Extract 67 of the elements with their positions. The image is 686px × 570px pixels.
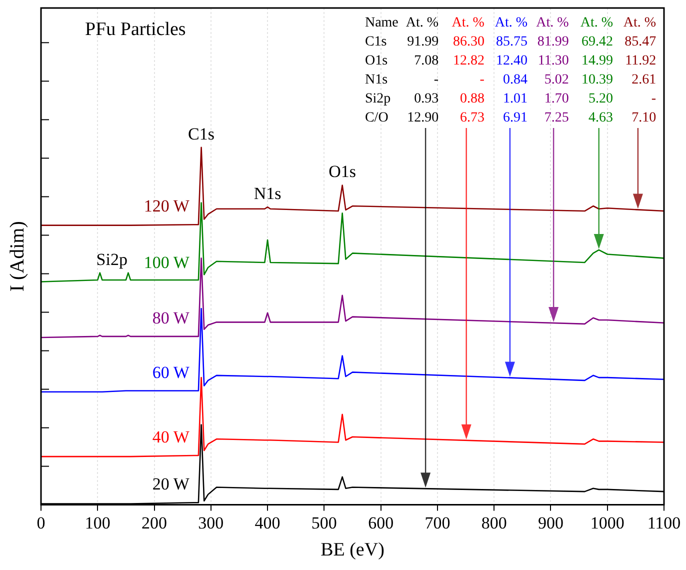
text: 6.91 xyxy=(503,110,528,126)
annotation: N1s xyxy=(254,184,282,204)
text: C/O xyxy=(364,110,388,126)
text: 7.25 xyxy=(544,110,569,126)
text: 0.88 xyxy=(460,92,484,107)
text: - xyxy=(434,72,439,88)
text: 0.84 xyxy=(503,72,528,88)
annotation: O1s xyxy=(328,162,356,182)
text: 12.82 xyxy=(452,54,484,69)
text: At. % xyxy=(580,16,614,31)
text: 0.93 xyxy=(414,92,439,107)
text: At. % xyxy=(452,16,485,31)
text: At. % xyxy=(536,16,570,31)
text: 10.39 xyxy=(582,72,614,88)
text: 1.70 xyxy=(544,92,569,107)
series-label: 100 W xyxy=(144,252,190,272)
text: 69.42 xyxy=(582,34,614,50)
text: O1s xyxy=(364,54,388,69)
x-tick-label: 0 xyxy=(36,513,46,532)
text: 2.61 xyxy=(632,72,656,88)
text: N1s xyxy=(364,72,388,88)
x-tick-label: 100 xyxy=(84,513,110,532)
series-label: 120 W xyxy=(144,196,190,216)
annotation: C1s xyxy=(188,124,215,144)
text: C1s xyxy=(364,34,387,50)
series-label: 80 W xyxy=(152,308,190,328)
text: 12.40 xyxy=(496,54,528,69)
text: At. % xyxy=(494,16,528,31)
annotation: Si2p xyxy=(96,250,128,269)
text: 11.92 xyxy=(625,54,656,69)
text: 4.63 xyxy=(588,110,614,126)
x-tick-label: 1000 xyxy=(590,513,624,532)
text: Si2p xyxy=(364,92,391,107)
text: 91.99 xyxy=(407,34,439,50)
y-axis-title: I (Adim) xyxy=(6,221,28,292)
x-tick-label: 400 xyxy=(254,513,280,532)
text: 85.47 xyxy=(624,34,656,50)
x-tick-label: 600 xyxy=(368,513,394,532)
text: 5.20 xyxy=(588,92,614,107)
text: Name xyxy=(364,16,398,31)
series-label: 40 W xyxy=(152,428,190,447)
text: 7.08 xyxy=(414,54,439,69)
text: - xyxy=(480,72,485,88)
text: 11.30 xyxy=(538,54,569,69)
x-tick-label: 900 xyxy=(538,513,564,532)
x-tick-label: 1100 xyxy=(647,513,681,532)
chart-title: PFu Particles xyxy=(85,18,186,40)
x-tick-label: 300 xyxy=(198,513,224,532)
x-tick-label: 800 xyxy=(481,513,507,532)
text: 5.02 xyxy=(544,72,569,88)
text: - xyxy=(651,92,656,107)
text: 86.30 xyxy=(452,34,484,50)
text: 7.10 xyxy=(632,110,656,126)
x-tick-label: 200 xyxy=(142,513,168,532)
x-tick-label: 700 xyxy=(424,513,450,532)
text: At. % xyxy=(406,16,439,31)
series-label: 20 W xyxy=(152,474,190,494)
text: 6.73 xyxy=(460,110,484,126)
text: At. % xyxy=(623,16,656,31)
x-axis-title: BE (eV) xyxy=(320,540,384,561)
text: 12.90 xyxy=(407,110,439,126)
text: 85.75 xyxy=(496,34,528,50)
x-tick-label: 500 xyxy=(311,513,337,532)
text: 81.99 xyxy=(537,34,569,50)
text: 14.99 xyxy=(582,54,614,69)
series-label: 60 W xyxy=(152,362,190,382)
text: 1.01 xyxy=(503,92,528,107)
